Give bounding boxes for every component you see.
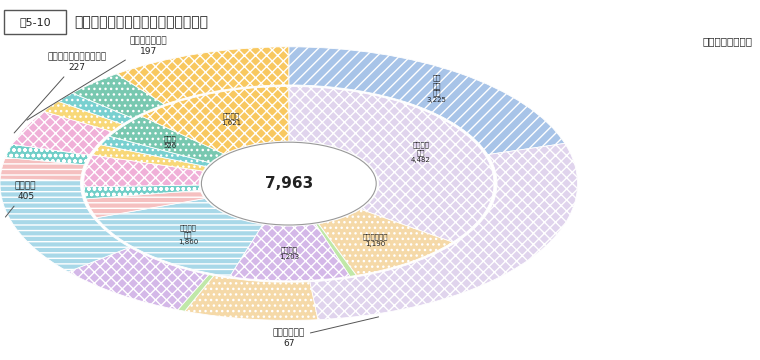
Text: その他
526: その他 526 <box>164 135 177 149</box>
Text: 療養補償
1,203: 療養補償 1,203 <box>280 247 299 260</box>
FancyBboxPatch shape <box>4 10 66 34</box>
Wedge shape <box>0 179 130 272</box>
Wedge shape <box>12 111 112 155</box>
Wedge shape <box>93 145 207 171</box>
Wedge shape <box>84 155 203 187</box>
Wedge shape <box>289 47 565 154</box>
Wedge shape <box>86 190 204 218</box>
Wedge shape <box>318 209 453 275</box>
Text: 図5-10: 図5-10 <box>19 17 51 27</box>
Wedge shape <box>185 276 318 320</box>
Text: 休業補償
405: 休業補償 405 <box>5 182 36 217</box>
Wedge shape <box>84 185 200 199</box>
Wedge shape <box>101 136 211 167</box>
Wedge shape <box>178 275 214 311</box>
Circle shape <box>201 142 376 225</box>
Wedge shape <box>68 247 209 310</box>
Wedge shape <box>109 116 224 163</box>
Text: その他
252: その他 252 <box>0 359 1 360</box>
Wedge shape <box>289 86 494 242</box>
Text: 福祉事業
1,621: 福祉事業 1,621 <box>221 112 242 126</box>
Wedge shape <box>5 144 90 165</box>
Wedge shape <box>0 157 84 180</box>
Text: 障害特別援護金
197: 障害特別援護金 197 <box>27 36 167 120</box>
Text: 障害特別給付金（年金）
227: 障害特別給付金（年金） 227 <box>14 53 106 133</box>
Wedge shape <box>43 101 122 131</box>
Wedge shape <box>230 224 350 281</box>
Text: 年金たる
補償
4,482: 年金たる 補償 4,482 <box>411 142 431 163</box>
Text: 遺族特別給付金（年金）
671: 遺族特別給付金（年金） 671 <box>0 359 1 360</box>
Wedge shape <box>116 47 289 104</box>
Wedge shape <box>310 143 578 320</box>
Text: 補償及び福祉事業の種類別実施金額: 補償及び福祉事業の種類別実施金額 <box>74 15 208 29</box>
Text: 傷病補償年金
67: 傷病補償年金 67 <box>273 317 378 348</box>
Wedge shape <box>97 198 263 277</box>
Wedge shape <box>59 93 133 124</box>
Text: （単位：百万円）: （単位：百万円） <box>702 36 752 46</box>
Text: 7,963: 7,963 <box>264 176 313 191</box>
Wedge shape <box>141 86 289 154</box>
Wedge shape <box>315 224 356 276</box>
Text: 障害補償年金
1,190: 障害補償年金 1,190 <box>363 233 388 247</box>
Text: その他の
補償
1,860: その他の 補償 1,860 <box>178 224 198 245</box>
Text: 遺族
補償
年金
3,225: 遺族 補償 年金 3,225 <box>426 75 446 103</box>
Wedge shape <box>72 74 164 118</box>
